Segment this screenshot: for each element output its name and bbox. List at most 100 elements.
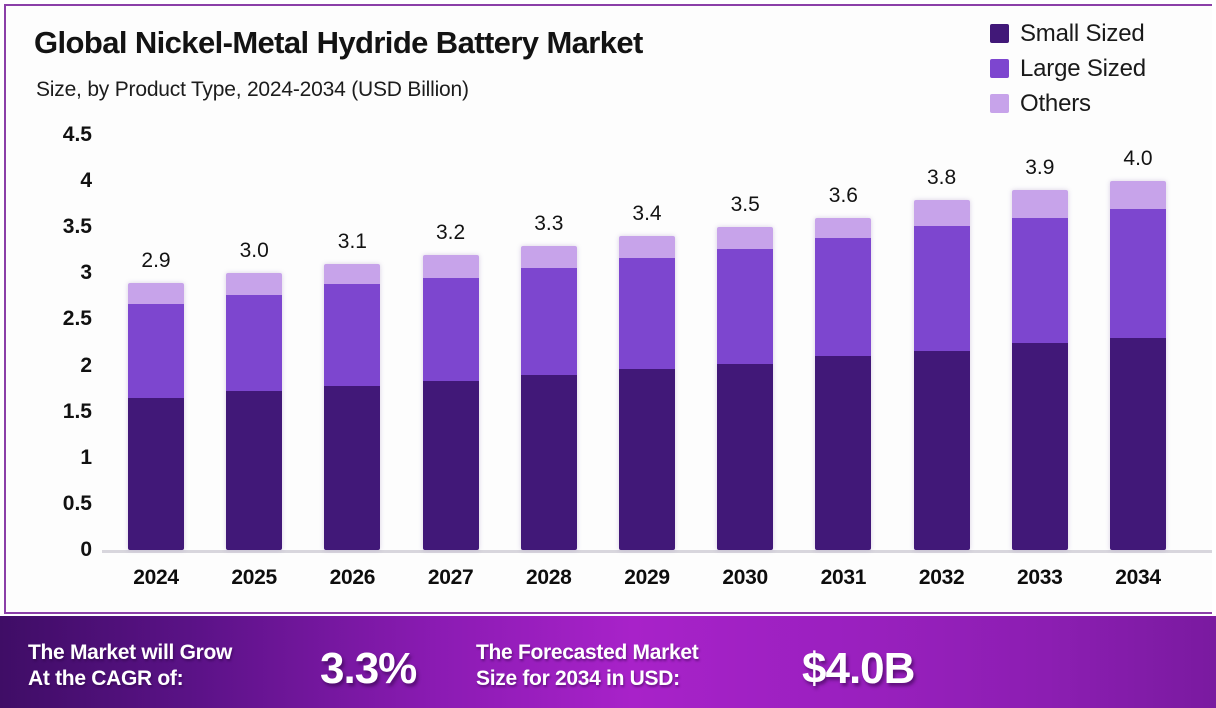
bar-group[interactable]: 2.9 2024 (128, 6, 184, 589)
bar-segment[interactable] (717, 227, 774, 250)
bar-segment[interactable] (913, 226, 970, 351)
stacked-bar[interactable] (913, 199, 970, 550)
bar-segment[interactable] (619, 257, 675, 370)
legend-swatch-icon (990, 59, 1009, 78)
bar-segment[interactable] (226, 273, 283, 295)
x-axis-tick-label: 2025 (231, 566, 277, 589)
bar-segment[interactable] (226, 294, 283, 392)
bar-group[interactable]: 3.5 2030 (717, 6, 774, 589)
bar-segment[interactable] (1011, 343, 1068, 550)
bar-value-label: 3.1 (337, 230, 367, 254)
bar-segment[interactable] (1011, 190, 1068, 218)
stacked-bar[interactable] (226, 273, 283, 550)
legend-item-label: Small Sized (1020, 19, 1145, 47)
bar-segment[interactable] (1011, 218, 1068, 344)
bar-segment[interactable] (422, 381, 479, 550)
stacked-bar[interactable] (717, 227, 774, 550)
legend-item[interactable]: Small Sized (990, 16, 1205, 51)
y-axis-tick-label: 2 (80, 353, 92, 377)
stacked-bar[interactable] (1011, 190, 1068, 550)
bar-group[interactable]: 3.0 2025 (226, 6, 283, 589)
y-axis-tick-label: 0 (80, 538, 92, 561)
bar-segment[interactable] (913, 199, 970, 227)
legend-item[interactable]: Others (990, 86, 1205, 121)
bar-segment[interactable] (815, 238, 872, 357)
stacked-bar[interactable] (619, 236, 675, 550)
stacked-bar[interactable] (1110, 181, 1166, 550)
x-axis-tick-label: 2030 (722, 566, 768, 589)
page-subtitle: Size, by Product Type, 2024-2034 (USD Bi… (36, 78, 469, 101)
chart-card: Global Nickel-Metal Hydride Battery Mark… (4, 4, 1212, 614)
x-axis-tick-label: 2028 (526, 566, 572, 589)
stacked-bar[interactable] (128, 282, 184, 550)
bar-segment[interactable] (226, 391, 283, 550)
cagr-caption-line1: The Market will Grow (28, 641, 233, 664)
page-title: Global Nickel-Metal Hydride Battery Mark… (34, 25, 643, 60)
bar-group[interactable]: 4.0 2034 (1110, 6, 1166, 589)
footer-banner: The Market will Grow At the CAGR of: 3.3… (0, 616, 1216, 708)
cagr-value: 3.3% (320, 644, 417, 693)
bar-group[interactable]: 3.1 2026 (324, 6, 381, 589)
legend-item-label: Others (1020, 89, 1091, 117)
cagr-caption-line2: At the CAGR of: (28, 667, 184, 690)
bar-segment[interactable] (422, 254, 479, 278)
y-axis-tick-label: 4.5 (62, 123, 92, 146)
bar-segment[interactable] (619, 236, 675, 258)
forecast-caption-line1: The Forecasted Market (476, 641, 699, 664)
bar-segment[interactable] (128, 282, 184, 304)
bar-segment[interactable] (324, 264, 381, 285)
bar-segment[interactable] (717, 249, 774, 364)
bar-segment[interactable] (324, 284, 381, 386)
x-axis-tick-label: 2024 (133, 566, 179, 589)
stacked-bar[interactable] (815, 218, 872, 550)
bar-value-label: 3.0 (239, 239, 269, 263)
y-axis-tick-label: 4 (80, 169, 92, 193)
bar-group[interactable]: 3.9 2033 (1011, 6, 1068, 589)
bar-segment[interactable] (1110, 337, 1166, 550)
legend-swatch-icon (990, 94, 1009, 113)
bar-value-label: 3.2 (435, 220, 466, 244)
stacked-bar[interactable] (324, 264, 381, 550)
bar-segment[interactable] (1110, 181, 1166, 209)
legend-item[interactable]: Large Sized (990, 51, 1205, 86)
bar-segment[interactable] (520, 267, 577, 375)
x-axis-tick-label: 2033 (1017, 566, 1063, 589)
bar-value-label: 3.4 (632, 202, 662, 226)
x-axis-tick-label: 2026 (329, 566, 376, 589)
bar-segment[interactable] (1110, 208, 1166, 338)
chart-legend: Small Sized Large Sized Others (990, 16, 1205, 121)
y-axis-tick-label: 3 (80, 261, 92, 285)
bar-segment[interactable] (717, 363, 774, 550)
bar-group[interactable]: 3.4 2029 (619, 6, 675, 589)
bar-group[interactable]: 3.8 2032 (913, 6, 970, 589)
bar-segment[interactable] (128, 303, 184, 398)
bar-group[interactable]: 3.6 2031 (815, 6, 872, 589)
bar-value-label: 3.3 (534, 211, 564, 235)
bar-group[interactable]: 3.2 2027 (422, 6, 479, 589)
bar-segment[interactable] (520, 374, 577, 550)
bar-group[interactable]: 3.3 2028 (520, 6, 577, 589)
bar-value-label: 4.0 (1123, 147, 1153, 171)
y-axis-tick-label: 3.5 (62, 215, 92, 239)
bar-segment[interactable] (815, 356, 872, 550)
y-axis-tick-label: 0.5 (62, 491, 92, 515)
bar-segment[interactable] (520, 245, 577, 268)
stacked-bar[interactable] (422, 254, 479, 550)
bar-segment[interactable] (128, 397, 184, 550)
bar-segment[interactable] (324, 385, 381, 550)
bar-segment[interactable] (619, 369, 675, 550)
x-axis-tick-label: 2034 (1115, 566, 1161, 589)
x-axis-tick-label: 2032 (918, 566, 965, 589)
y-axis-tick-label: 2.5 (62, 307, 92, 331)
forecast-caption-line2: Size for 2034 in USD: (476, 667, 680, 690)
forecast-value: $4.0B (802, 644, 915, 693)
bar-segment[interactable] (815, 218, 872, 239)
bar-value-label: 3.8 (926, 165, 957, 189)
bar-value-label: 3.5 (730, 193, 760, 217)
bar-value-label: 3.6 (828, 184, 858, 207)
bar-segment[interactable] (422, 277, 479, 382)
bar-segment[interactable] (913, 350, 970, 550)
stacked-bar[interactable] (520, 245, 577, 550)
chart-plot-area: 0 0.5 1 1.5 2 2.5 3 3.5 4 4.5 2.9 2024 3.0 2025 3.1 20… (6, 6, 1212, 612)
y-axis: 0 0.5 1 1.5 2 2.5 3 3.5 4 4.5 (18, 6, 92, 612)
